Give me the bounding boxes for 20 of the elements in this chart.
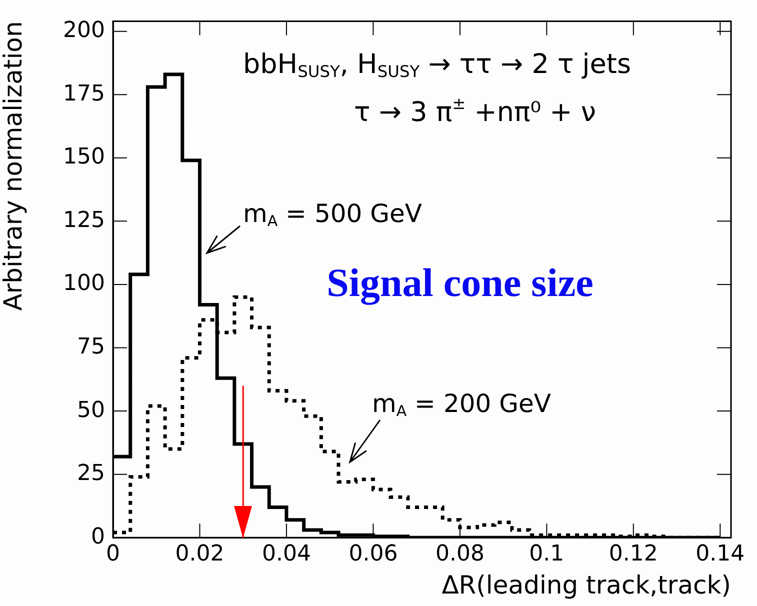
y-tick-label: 175 xyxy=(63,81,105,106)
y-tick-label: 75 xyxy=(77,334,105,360)
x-tick-label: 0.08 xyxy=(435,542,484,567)
y-tick-label: 100 xyxy=(63,271,105,296)
annotation: τ → 3 π± +nπ⁰ + ν xyxy=(354,94,596,128)
y-tick-label: 25 xyxy=(77,461,105,486)
y-tick-label: 50 xyxy=(77,398,105,423)
x-tick-label: 0.02 xyxy=(175,542,224,567)
y-tick-label: 125 xyxy=(63,208,105,233)
y-tick-label: 0 xyxy=(91,524,105,550)
x-tick-label: 0.1 xyxy=(529,542,564,567)
x-axis-title: ΔR(leading track,track) xyxy=(442,570,731,600)
x-tick-label: 0.14 xyxy=(696,542,745,567)
x-tick-label: 0.06 xyxy=(348,542,398,567)
x-tick-label: 0.12 xyxy=(608,542,658,567)
y-tick-label: 150 xyxy=(63,144,105,170)
y-axis-title: Arbitrary normalization xyxy=(0,21,28,311)
ref-line-label: Signal cone size xyxy=(326,260,594,305)
x-tick-label: 0.04 xyxy=(262,542,311,567)
y-tick-label: 200 xyxy=(63,18,105,44)
